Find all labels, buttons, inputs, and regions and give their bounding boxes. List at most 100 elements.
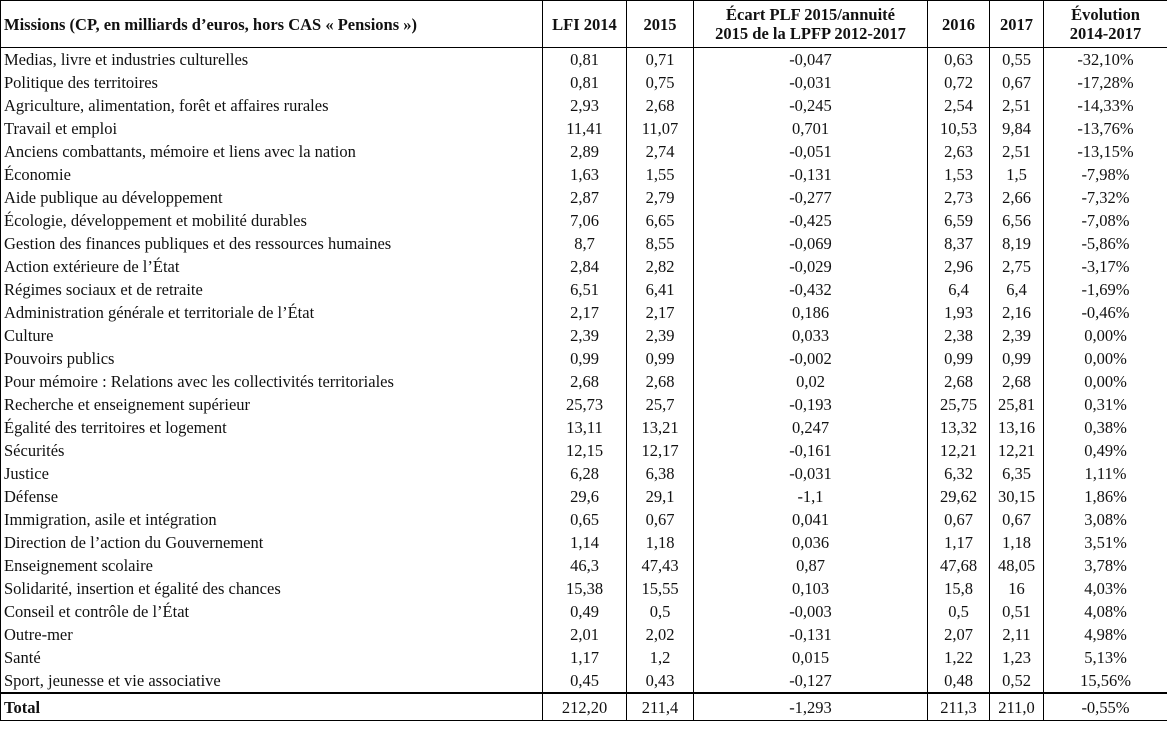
table-row: Sport, jeunesse et vie associative 0,45 0,… — [0, 669, 1167, 693]
value-cell: 0,00% — [1043, 370, 1167, 393]
value-cell: 11,41 — [542, 117, 627, 140]
value-cell: 0,49% — [1043, 439, 1167, 462]
value-cell: 48,05 — [989, 554, 1044, 577]
value-cell: 6,41 — [626, 278, 694, 301]
total-value: -1,293 — [693, 692, 928, 721]
value-cell: 0,5 — [626, 600, 694, 623]
value-cell: 15,55 — [626, 577, 694, 600]
value-cell: 25,7 — [626, 393, 694, 416]
value-cell: -0,277 — [693, 186, 928, 209]
header-cell: Écart PLF 2015/annuité 2015 de la LPFP 2… — [693, 0, 928, 48]
value-cell: 6,32 — [927, 462, 990, 485]
value-cell: -0,127 — [693, 669, 928, 693]
value-cell: 0,55 — [989, 47, 1044, 71]
value-cell: 0,99 — [542, 347, 627, 370]
value-cell: 2,87 — [542, 186, 627, 209]
value-cell: 2,74 — [626, 140, 694, 163]
value-cell: -0,029 — [693, 255, 928, 278]
table-row: Santé 1,17 1,2 0,015 1,22 1,23 5,13% — [0, 646, 1167, 669]
value-cell: 0,015 — [693, 646, 928, 669]
value-cell: 0,63 — [927, 47, 990, 71]
value-cell: 16 — [989, 577, 1044, 600]
value-cell: 2,68 — [989, 370, 1044, 393]
value-cell: -3,17% — [1043, 255, 1167, 278]
header-cell: 2015 — [626, 0, 694, 48]
value-cell: 1,18 — [989, 531, 1044, 554]
value-cell: -13,15% — [1043, 140, 1167, 163]
mission-name: Régimes sociaux et de retraite — [0, 278, 543, 301]
value-cell: 1,5 — [989, 163, 1044, 186]
value-cell: -7,32% — [1043, 186, 1167, 209]
table-row: Outre-mer 2,01 2,02 -0,131 2,07 2,11 4,98% — [0, 623, 1167, 646]
value-cell: 0,5 — [927, 600, 990, 623]
value-cell: -1,69% — [1043, 278, 1167, 301]
value-cell: 2,39 — [542, 324, 627, 347]
value-cell: 12,15 — [542, 439, 627, 462]
header-cell: 2017 — [989, 0, 1044, 48]
value-cell: 4,08% — [1043, 600, 1167, 623]
value-cell: 47,43 — [626, 554, 694, 577]
table-row: Agriculture, alimentation, forêt et affa… — [0, 94, 1167, 117]
table-row: Conseil et contrôle de l’État 0,49 0,5 -0,0… — [0, 600, 1167, 623]
value-cell: 1,14 — [542, 531, 627, 554]
value-cell: 0,99 — [927, 347, 990, 370]
value-cell: 2,82 — [626, 255, 694, 278]
table-row: Anciens combattants, mémoire et liens av… — [0, 140, 1167, 163]
value-cell: 2,73 — [927, 186, 990, 209]
value-cell: -7,08% — [1043, 209, 1167, 232]
value-cell: 1,63 — [542, 163, 627, 186]
value-cell: 3,08% — [1043, 508, 1167, 531]
value-cell: 2,54 — [927, 94, 990, 117]
mission-name: Enseignement scolaire — [0, 554, 543, 577]
mission-name: Administration générale et territoriale … — [0, 301, 543, 324]
value-cell: 2,66 — [989, 186, 1044, 209]
value-cell: 2,63 — [927, 140, 990, 163]
table-row: Pour mémoire : Relations avec les collec… — [0, 370, 1167, 393]
value-cell: 2,68 — [542, 370, 627, 393]
table-row: Régimes sociaux et de retraite 6,51 6,41 -0… — [0, 278, 1167, 301]
value-cell: 7,06 — [542, 209, 627, 232]
value-cell: 1,17 — [927, 531, 990, 554]
header-row: Missions (CP, en milliards d’euros, hors… — [0, 0, 1167, 48]
value-cell: 0,041 — [693, 508, 928, 531]
value-cell: 12,21 — [989, 439, 1044, 462]
mission-name: Écologie, développement et mobilité dura… — [0, 209, 543, 232]
value-cell: 8,7 — [542, 232, 627, 255]
table-row: Pouvoirs publics 0,99 0,99 -0,002 0,99 0,99 0,… — [0, 347, 1167, 370]
header-cell: 2016 — [927, 0, 990, 48]
value-cell: 1,53 — [927, 163, 990, 186]
value-cell: 2,96 — [927, 255, 990, 278]
value-cell: 0,67 — [989, 508, 1044, 531]
value-cell: 2,38 — [927, 324, 990, 347]
value-cell: 0,00% — [1043, 324, 1167, 347]
value-cell: -0,193 — [693, 393, 928, 416]
value-cell: 0,87 — [693, 554, 928, 577]
total-value: 211,4 — [626, 692, 694, 721]
table-row: Aide publique au développement 2,87 2,79 -0… — [0, 186, 1167, 209]
value-cell: 0,51 — [989, 600, 1044, 623]
mission-name: Santé — [0, 646, 543, 669]
value-cell: -0,003 — [693, 600, 928, 623]
mission-name: Sécurités — [0, 439, 543, 462]
value-cell: 2,68 — [626, 94, 694, 117]
total-label: Total — [0, 692, 543, 721]
value-cell: -0,245 — [693, 94, 928, 117]
value-cell: 2,75 — [989, 255, 1044, 278]
header-cell: LFI 2014 — [542, 0, 627, 48]
value-cell: 4,98% — [1043, 623, 1167, 646]
table-row: Action extérieure de l’État 2,84 2,82 -0,02… — [0, 255, 1167, 278]
value-cell: 2,51 — [989, 140, 1044, 163]
table-row: Justice 6,28 6,38 -0,031 6,32 6,35 1,11% — [0, 462, 1167, 485]
value-cell: 6,4 — [927, 278, 990, 301]
value-cell: 1,2 — [626, 646, 694, 669]
value-cell: -13,76% — [1043, 117, 1167, 140]
value-cell: 0,99 — [626, 347, 694, 370]
mission-name: Anciens combattants, mémoire et liens av… — [0, 140, 543, 163]
value-cell: 25,75 — [927, 393, 990, 416]
value-cell: 4,03% — [1043, 577, 1167, 600]
table-row: Recherche et enseignement supérieur 25,73… — [0, 393, 1167, 416]
value-cell: 29,6 — [542, 485, 627, 508]
mission-name: Égalité des territoires et logement — [0, 416, 543, 439]
value-cell: 2,07 — [927, 623, 990, 646]
value-cell: 15,38 — [542, 577, 627, 600]
